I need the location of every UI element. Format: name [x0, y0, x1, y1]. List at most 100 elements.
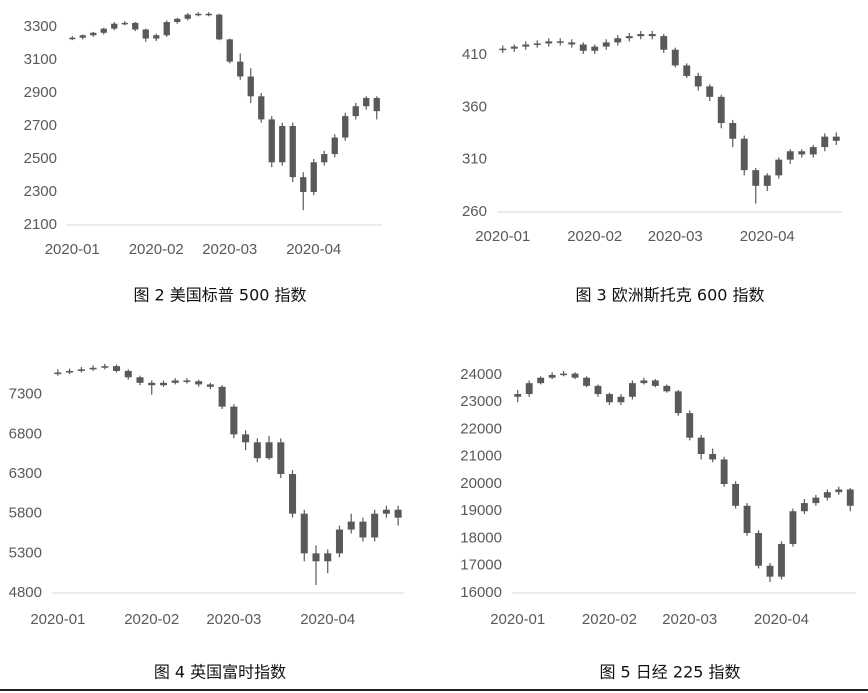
candle-body — [522, 44, 530, 47]
candle-body — [226, 39, 233, 62]
candle-body — [752, 170, 760, 186]
candle-body — [606, 394, 613, 403]
y-tick-label: 17000 — [460, 557, 502, 574]
candle-body — [153, 35, 160, 39]
candle-body — [525, 383, 533, 395]
candle-body — [755, 533, 762, 566]
candle-body — [614, 38, 622, 43]
candle-body — [89, 367, 97, 370]
candle-body — [789, 511, 797, 544]
candle-body — [183, 380, 191, 382]
candle-body — [171, 380, 179, 383]
candle-body — [310, 162, 317, 192]
x-tick-label: 2020-03 — [202, 241, 257, 258]
candle-body — [571, 373, 579, 378]
chart-caption: 图 2 美国标普 500 指数 — [133, 286, 306, 305]
candle-body — [548, 374, 556, 378]
candle-body — [625, 36, 633, 39]
candle-body — [533, 43, 541, 45]
candle-body — [637, 34, 645, 37]
candle-body — [352, 106, 359, 117]
candle-body — [812, 497, 820, 504]
candle-body — [671, 49, 679, 66]
y-tick-label: 3300 — [24, 18, 57, 35]
x-tick-label: 2020-02 — [567, 228, 622, 245]
candle-body — [124, 370, 132, 378]
candle-body — [359, 521, 367, 538]
candle-body — [786, 151, 794, 160]
y-tick-label: 22000 — [460, 420, 502, 437]
candle-body — [537, 377, 545, 384]
candle-body — [640, 380, 648, 384]
candle-body — [628, 383, 636, 397]
x-tick-label: 2020-01 — [490, 611, 545, 628]
x-tick-label: 2020-03 — [206, 611, 261, 628]
candle-body — [775, 159, 783, 176]
candle-body — [159, 382, 167, 386]
candle-body — [697, 437, 705, 455]
y-tick-label: 6300 — [9, 465, 42, 482]
candle-body — [373, 97, 380, 112]
candle-body — [602, 42, 610, 47]
chart-caption: 图 3 欧洲斯托克 600 指数 — [575, 286, 764, 305]
y-tick-label: 7300 — [9, 386, 42, 403]
candle-body — [265, 442, 273, 459]
candle-body — [763, 175, 771, 186]
candle-body — [324, 553, 332, 562]
candle-body — [253, 442, 261, 459]
y-tick-label: 21000 — [460, 448, 502, 465]
candle-body — [277, 442, 285, 475]
candle-body — [594, 385, 602, 395]
x-tick-label: 2020-03 — [648, 228, 703, 245]
candle-body — [101, 366, 109, 368]
y-tick-label: 4800 — [9, 584, 42, 601]
candle-body — [237, 61, 244, 77]
candle-body — [195, 381, 203, 385]
y-tick-label: 410 — [462, 46, 487, 63]
candle-body — [142, 29, 149, 39]
candle-body — [740, 138, 748, 171]
candle-body — [184, 14, 191, 19]
candle-body — [289, 126, 296, 178]
candle-body — [148, 382, 156, 386]
candle-body — [579, 44, 587, 51]
candle-body — [568, 42, 576, 45]
candle-body — [111, 23, 118, 29]
candle-body — [342, 116, 349, 138]
candle-body — [216, 14, 223, 40]
y-tick-label: 5300 — [9, 544, 42, 561]
y-tick-label: 310 — [462, 151, 487, 168]
candle-body — [347, 521, 355, 530]
candle-body — [54, 372, 62, 375]
candle-body — [174, 18, 181, 23]
candle-body — [90, 32, 97, 36]
candle-body — [651, 380, 659, 386]
candle-body — [821, 136, 829, 148]
candle-body — [363, 97, 370, 107]
candle-body — [720, 459, 728, 484]
candle-body — [121, 22, 128, 25]
y-tick-label: 2500 — [24, 150, 57, 167]
candle-body — [514, 394, 522, 397]
candle-body — [77, 369, 85, 371]
y-tick-label: 5800 — [9, 505, 42, 522]
x-tick-label: 2020-02 — [124, 611, 179, 628]
y-tick-label: 24000 — [460, 366, 502, 383]
y-tick-label: 6800 — [9, 425, 42, 442]
x-tick-label: 2020-04 — [740, 228, 795, 245]
candle-body — [279, 126, 286, 163]
chart-caption: 图 4 英国富时指数 — [154, 663, 286, 682]
y-tick-label: 2700 — [24, 117, 57, 134]
candle-body — [394, 509, 402, 518]
candle-body — [499, 48, 507, 51]
candle-body — [195, 13, 202, 16]
candle-body — [258, 96, 265, 120]
candle-body — [729, 123, 737, 139]
candle-body — [163, 22, 170, 36]
candle-body — [560, 373, 568, 376]
candle-body — [709, 454, 717, 460]
x-tick-label: 2020-04 — [300, 611, 355, 628]
candle-body — [800, 503, 808, 512]
candle-body — [766, 565, 774, 577]
